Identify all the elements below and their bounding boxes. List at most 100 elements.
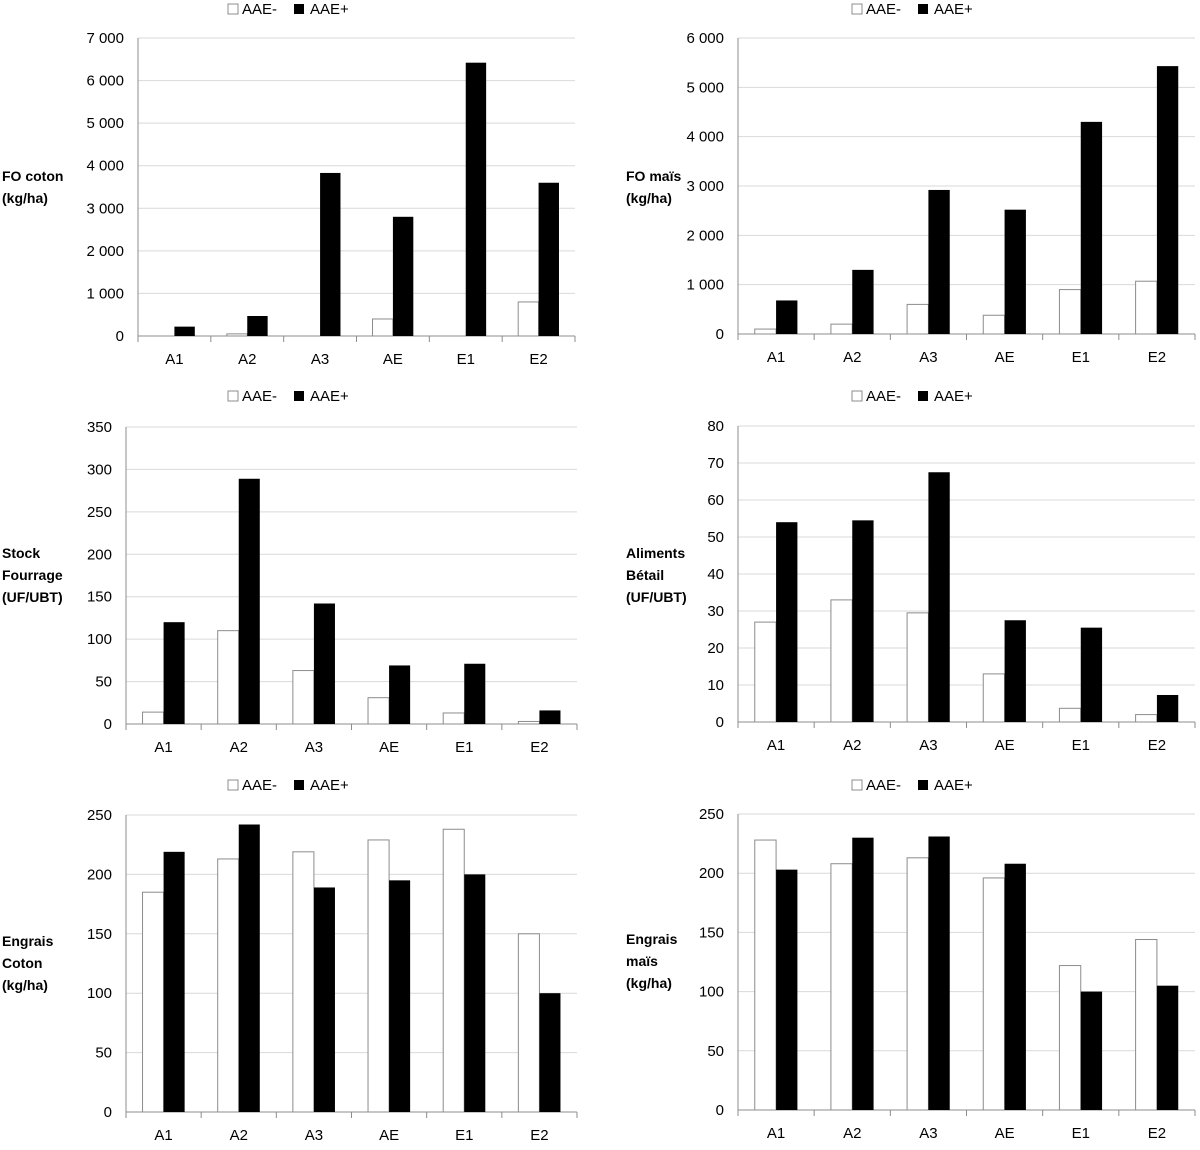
x-tick-label: E1 (457, 351, 475, 368)
y-tick-label: 0 (116, 328, 124, 345)
y-axis-label-line: maïs (626, 953, 658, 969)
x-tick-label: E1 (1072, 1125, 1090, 1142)
y-tick-label: 0 (104, 1104, 112, 1121)
y-tick-label: 50 (707, 1043, 724, 1060)
bar-aae-plus (174, 326, 195, 336)
y-tick-label: 350 (87, 419, 112, 436)
y-tick-label: 0 (716, 326, 724, 343)
bar-aae-minus (1135, 939, 1158, 1111)
y-axis-label: Engrais maïs (kg/ha) (626, 928, 677, 994)
bar-aae-minus (517, 720, 540, 725)
x-tick-label: E2 (1148, 349, 1166, 366)
bar-aae-plus (247, 315, 268, 336)
legend-label-aae-plus: AAE+ (934, 1, 973, 18)
y-tick-label: 250 (87, 807, 112, 824)
legend: AAE- AAE+ (851, 777, 973, 794)
bar-aae-minus (982, 673, 1006, 723)
bar-aae-plus (313, 603, 335, 724)
bar-chart-fo-coton: 0 1 000 2 000 3 000 4 000 5 000 6 000 7 000 A1 A2… (86, 1, 576, 368)
legend: AAE- AAE+ (227, 777, 349, 794)
bar-aae-plus (163, 851, 185, 1112)
legend-label-aae-plus: AAE+ (934, 777, 973, 794)
legend-label-aae-minus: AAE- (866, 388, 901, 405)
y-tick-label: 1 000 (86, 285, 124, 302)
y-tick-label: 300 (87, 461, 112, 478)
bar-aae-plus (1156, 694, 1179, 722)
x-tick-label: A1 (767, 737, 785, 754)
bar-aae-minus (142, 891, 165, 1113)
y-tick-label: 1 000 (686, 277, 724, 294)
x-tick-label: E1 (1072, 349, 1090, 366)
x-tick-label: A1 (165, 351, 183, 368)
y-tick-label: 250 (87, 504, 112, 521)
bar-aae-minus (906, 303, 929, 335)
y-axis-label-line: (UF/UBT) (2, 589, 63, 605)
bar-aae-minus (367, 697, 390, 725)
x-tick-label: A2 (238, 351, 256, 368)
chart-panel-engrais-mais: Engrais maïs (kg/ha) 0 50 100 150 200 250 A1 A2… (600, 770, 1200, 1145)
legend: AAE- AAE+ (227, 388, 349, 405)
y-axis-label-line: FO coton (2, 168, 64, 184)
y-axis-label-line: Engrais (2, 933, 54, 949)
x-tick-label: A3 (919, 349, 937, 366)
legend-swatch-aae-plus (294, 391, 304, 401)
legend-label-aae-minus: AAE- (242, 1, 277, 18)
legend-swatch-aae-plus (918, 780, 928, 790)
bar-aae-plus (776, 522, 798, 722)
bar-aae-plus (464, 874, 486, 1112)
bar-aae-plus (852, 520, 874, 722)
y-tick-label: 7 000 (86, 30, 124, 47)
bar-aae-minus (1135, 280, 1158, 335)
y-axis-label-line: FO maïs (626, 168, 682, 184)
legend-label-aae-plus: AAE+ (310, 777, 349, 794)
bar-aae-plus (464, 663, 486, 724)
bar-aae-plus (852, 269, 874, 334)
bar-aae-minus (830, 599, 853, 723)
y-tick-label: 250 (699, 806, 724, 823)
chart-panel-stock-fourrage: Stock Fourrage (UF/UBT) 0 50 100 150 200 250 3… (0, 382, 600, 770)
y-tick-label: 3 000 (86, 200, 124, 217)
x-tick-label: A2 (843, 737, 861, 754)
bar-aae-minus (226, 333, 248, 337)
bar-aae-minus (1058, 707, 1082, 723)
bar-aae-plus (389, 665, 411, 724)
bar-aae-plus (320, 172, 341, 336)
bar-aae-plus (1080, 627, 1103, 722)
legend: AAE- AAE+ (851, 388, 973, 405)
bar-aae-plus (776, 869, 798, 1110)
y-tick-label: 5 000 (86, 115, 124, 132)
y-axis-label: Aliments Bétail (UF/UBT) (626, 542, 687, 608)
x-tick-label: A3 (919, 1125, 937, 1142)
bar-aae-minus (517, 301, 540, 337)
bar-aae-plus (928, 189, 950, 334)
y-tick-label: 200 (87, 546, 112, 563)
bar-aae-minus (142, 711, 165, 725)
x-tick-label: A3 (305, 739, 323, 756)
bar-aae-plus (928, 472, 950, 722)
bar-aae-plus (539, 710, 561, 724)
legend-swatch-aae-plus (918, 4, 928, 14)
y-tick-label: 0 (716, 714, 724, 731)
legend-swatch-aae-minus (227, 3, 239, 15)
x-tick-label: A1 (154, 1127, 172, 1144)
legend-swatch-aae-plus (918, 391, 928, 401)
legend-swatch-aae-plus (294, 4, 304, 14)
bar-aae-plus (1156, 985, 1179, 1110)
x-tick-label: E1 (455, 1127, 473, 1144)
legend-label-aae-plus: AAE+ (934, 388, 973, 405)
bar-aae-minus (830, 323, 853, 335)
y-tick-label: 50 (95, 1045, 112, 1062)
bar-aae-plus (392, 216, 414, 336)
x-tick-label: A3 (919, 737, 937, 754)
y-tick-label: 150 (87, 589, 112, 606)
y-axis-label: FO coton (kg/ha) (2, 165, 63, 209)
y-tick-label: 0 (104, 716, 112, 733)
x-tick-label: E2 (1148, 1125, 1166, 1142)
bar-aae-minus (372, 318, 394, 337)
legend-swatch-aae-minus (851, 779, 863, 791)
bar-aae-plus (1080, 121, 1103, 334)
y-tick-label: 200 (87, 866, 112, 883)
y-tick-label: 40 (707, 566, 724, 583)
y-tick-label: 4 000 (686, 129, 724, 146)
